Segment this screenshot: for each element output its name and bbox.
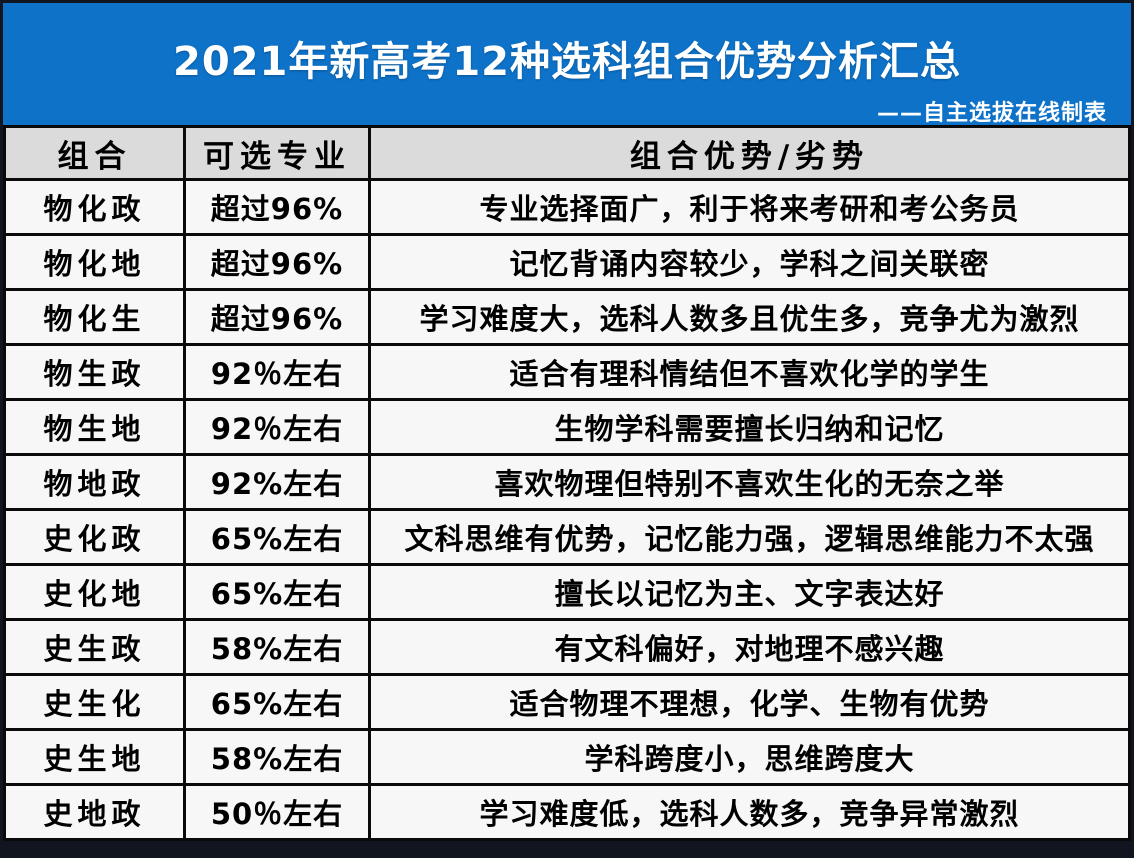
note-cell: 喜欢物理但特别不喜欢生化的无奈之举 (368, 453, 1131, 511)
note-cell: 生物学科需要擅长归纳和记忆 (368, 398, 1131, 456)
majors-cell: 92％左右 (183, 343, 371, 401)
page-subtitle: ——自主选拔在线制表 (876, 101, 1107, 126)
table-row: 物生政 92％左右 适合有理科情结但不喜欢化学的学生 (3, 343, 1131, 401)
subject-combination-table: 组合 可选专业 组合优势/劣势 物化政 超过96% 专业选择面广，利于将来考研和… (3, 125, 1131, 841)
note-cell: 学习难度低，选科人数多，竞争异常激烈 (368, 783, 1131, 841)
majors-cell: 65%左右 (183, 673, 371, 731)
table-row: 物生地 92％左右 生物学科需要擅长归纳和记忆 (3, 398, 1131, 456)
combo-cell: 物生政 (3, 343, 186, 401)
combo-cell: 物化生 (3, 288, 186, 346)
table-row: 史生化 65%左右 适合物理不理想，化学、生物有优势 (3, 673, 1131, 731)
majors-cell: 超过96% (183, 288, 371, 346)
table-row: 物地政 92%左右 喜欢物理但特别不喜欢生化的无奈之举 (3, 453, 1131, 511)
table-row: 史化地 65%左右 擅长以记忆为主、文字表达好 (3, 563, 1131, 621)
table-header-row: 组合 可选专业 组合优势/劣势 (3, 125, 1131, 181)
combo-cell: 物地政 (3, 453, 186, 511)
note-cell: 学科跨度小，思维跨度大 (368, 728, 1131, 786)
majors-cell: 65%左右 (183, 508, 371, 566)
note-cell: 擅长以记忆为主、文字表达好 (368, 563, 1131, 621)
combo-cell: 史地政 (3, 783, 186, 841)
table-row: 物化政 超过96% 专业选择面广，利于将来考研和考公务员 (3, 178, 1131, 236)
column-header-majors: 可选专业 (183, 125, 371, 181)
combo-cell: 史化地 (3, 563, 186, 621)
combo-cell: 物生地 (3, 398, 186, 456)
note-cell: 适合有理科情结但不喜欢化学的学生 (368, 343, 1131, 401)
column-header-notes: 组合优势/劣势 (368, 125, 1131, 181)
note-cell: 有文科偏好，对地理不感兴趣 (368, 618, 1131, 676)
note-cell: 记忆背诵内容较少，学科之间关联密 (368, 233, 1131, 291)
note-cell: 文科思维有优势，记忆能力强，逻辑思维能力不太强 (368, 508, 1131, 566)
combo-cell: 物化地 (3, 233, 186, 291)
majors-cell: 50％左右 (183, 783, 371, 841)
combo-cell: 史生化 (3, 673, 186, 731)
combo-cell: 史化政 (3, 508, 186, 566)
note-cell: 适合物理不理想，化学、生物有优势 (368, 673, 1131, 731)
table-row: 史地政 50％左右 学习难度低，选科人数多，竞争异常激烈 (3, 783, 1131, 841)
majors-cell: 58%左右 (183, 618, 371, 676)
combo-cell: 史生政 (3, 618, 186, 676)
title-banner: 2021年新高考12种选科组合优势分析汇总 ——自主选拔在线制表 (3, 3, 1131, 126)
table-row: 物化生 超过96% 学习难度大，选科人数多且优生多，竞争尤为激烈 (3, 288, 1131, 346)
majors-cell: 58%左右 (183, 728, 371, 786)
majors-cell: 65%左右 (183, 563, 371, 621)
table-row: 物化地 超过96% 记忆背诵内容较少，学科之间关联密 (3, 233, 1131, 291)
majors-cell: 92％左右 (183, 398, 371, 456)
note-cell: 学习难度大，选科人数多且优生多，竞争尤为激烈 (368, 288, 1131, 346)
majors-cell: 92%左右 (183, 453, 371, 511)
table-row: 史生地 58%左右 学科跨度小，思维跨度大 (3, 728, 1131, 786)
note-cell: 专业选择面广，利于将来考研和考公务员 (368, 178, 1131, 236)
table-row: 史生政 58%左右 有文科偏好，对地理不感兴趣 (3, 618, 1131, 676)
combo-cell: 物化政 (3, 178, 186, 236)
page-title: 2021年新高考12种选科组合优势分析汇总 (173, 39, 961, 85)
column-header-combo: 组合 (3, 125, 186, 181)
majors-cell: 超过96% (183, 233, 371, 291)
majors-cell: 超过96% (183, 178, 371, 236)
table-row: 史化政 65%左右 文科思维有优势，记忆能力强，逻辑思维能力不太强 (3, 508, 1131, 566)
combo-cell: 史生地 (3, 728, 186, 786)
